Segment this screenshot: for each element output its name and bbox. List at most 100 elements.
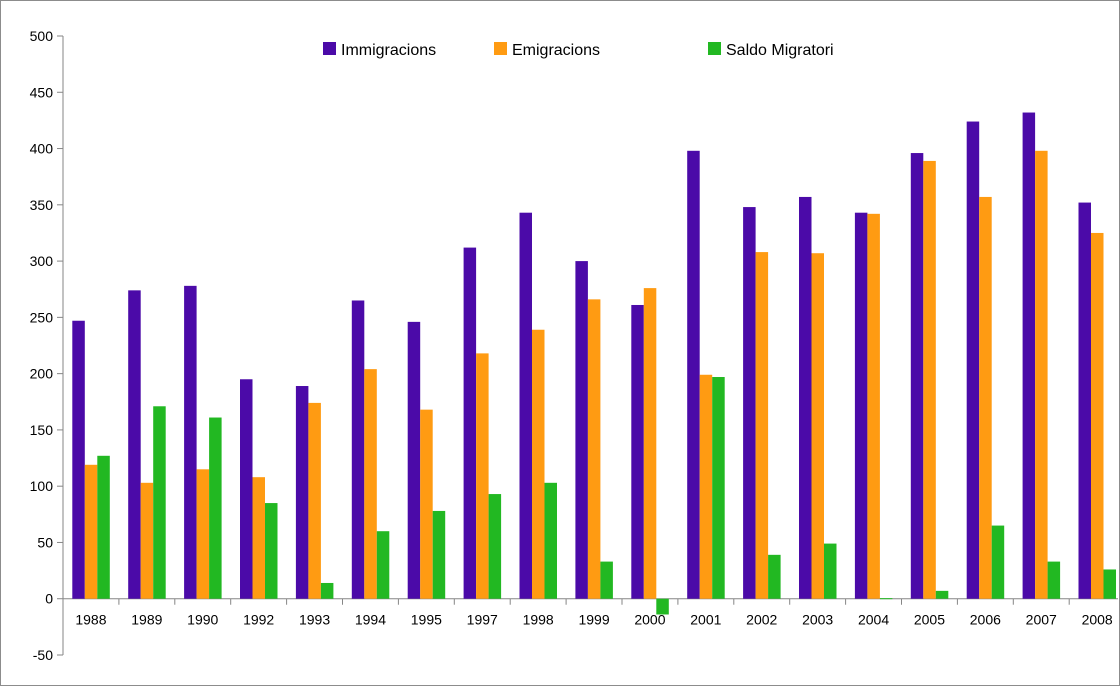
- x-tick-label: 2006: [970, 612, 1001, 628]
- x-tick-label: 1995: [411, 612, 442, 628]
- bar-saldo-migratori: [209, 417, 222, 599]
- y-tick-label: 350: [30, 197, 54, 213]
- bar-saldo-migratori: [768, 554, 781, 599]
- bar-immigracions: [966, 121, 980, 599]
- bar-emigracions: [476, 353, 489, 599]
- bar-immigracions: [910, 153, 924, 599]
- y-tick-label: 250: [30, 309, 54, 325]
- x-tick-label: 2005: [914, 612, 945, 628]
- bars: [72, 112, 1116, 615]
- bar-saldo-migratori: [600, 561, 613, 599]
- legend-label-saldo-migratori: Saldo Migratori: [726, 42, 834, 59]
- x-tick-label: 2000: [634, 612, 665, 628]
- bar-saldo-migratori: [376, 531, 390, 599]
- y-tick-label: 500: [30, 28, 54, 44]
- x-tick-label: 1998: [523, 612, 554, 628]
- bar-immigracions: [575, 261, 588, 599]
- bar-emigracions: [308, 402, 321, 599]
- bar-immigracions: [351, 300, 365, 599]
- x-tick-label: 2008: [1082, 612, 1113, 628]
- x-tick-label: 1988: [75, 612, 106, 628]
- x-axis-ticks: 1988 1989 1990 1992 1993 1994 1995 1997 1998 1999…: [75, 598, 1113, 628]
- x-tick-label: 1999: [578, 612, 609, 628]
- x-tick-label: 1997: [467, 612, 498, 628]
- bar-saldo-migratori: [97, 455, 110, 599]
- bar-immigracions: [463, 247, 477, 599]
- x-tick-label: 2002: [746, 612, 777, 628]
- x-tick-label: 1993: [299, 612, 330, 628]
- bar-saldo-migratori: [488, 494, 502, 599]
- bar-emigracions: [867, 213, 880, 599]
- y-tick-label: 200: [30, 366, 54, 382]
- x-tick-label: 1990: [187, 612, 218, 628]
- bar-immigracions: [1078, 202, 1091, 599]
- legend-swatch-saldo-migratori: [708, 42, 721, 55]
- bar-immigracions: [240, 379, 253, 599]
- bar-immigracions: [295, 386, 309, 599]
- bar-immigracions: [407, 321, 421, 599]
- bar-saldo-migratori: [432, 510, 446, 599]
- bar-saldo-migratori: [824, 543, 837, 599]
- legend-swatch-emigracions: [494, 42, 507, 55]
- bar-emigracions: [196, 469, 210, 599]
- bar-immigracions: [128, 290, 141, 599]
- bar-emigracions: [252, 477, 265, 599]
- legend-swatch-immigracions: [323, 42, 336, 55]
- bar-immigracions: [631, 304, 644, 599]
- bar-emigracions: [979, 196, 992, 599]
- bar-immigracions: [854, 212, 868, 599]
- bar-emigracions: [1035, 150, 1048, 599]
- bar-emigracions: [811, 253, 824, 599]
- bar-saldo-migratori: [153, 406, 166, 599]
- bar-emigracions: [643, 288, 657, 599]
- y-tick-label: 450: [30, 84, 54, 100]
- legend-label-immigracions: Immigracions: [341, 42, 436, 59]
- bar-emigracions: [1091, 232, 1104, 599]
- bar-saldo-migratori: [265, 503, 278, 599]
- bar-saldo-migratori: [1047, 561, 1061, 599]
- bar-emigracions: [84, 464, 98, 599]
- legend-label-emigracions: Emigracions: [512, 42, 600, 59]
- y-tick-label: -50: [33, 647, 53, 663]
- bar-emigracions: [364, 369, 377, 599]
- x-tick-label: 2004: [858, 612, 889, 628]
- bar-emigracions: [140, 482, 154, 599]
- bar-emigracions: [699, 374, 713, 599]
- y-tick-label: 0: [45, 591, 53, 607]
- y-tick-label: 300: [30, 253, 54, 269]
- bar-emigracions: [420, 409, 433, 599]
- x-tick-label: 2003: [802, 612, 833, 628]
- bar-immigracions: [184, 285, 197, 599]
- x-tick-label: 1989: [131, 612, 162, 628]
- bar-saldo-migratori: [320, 582, 334, 599]
- bar-immigracions: [1022, 112, 1036, 599]
- bar-saldo-migratori: [991, 525, 1005, 599]
- bar-saldo-migratori: [879, 598, 893, 600]
- y-tick-label: 400: [30, 141, 54, 157]
- x-tick-label: 2001: [690, 612, 721, 628]
- bar-immigracions: [519, 212, 532, 599]
- y-tick-label: 50: [37, 534, 53, 550]
- bar-saldo-migratori: [544, 482, 557, 599]
- legend: Immigracions Emigracions Saldo Migratori: [323, 42, 834, 59]
- x-tick-label: 1992: [243, 612, 274, 628]
- bar-immigracions: [743, 207, 756, 599]
- bar-saldo-migratori: [712, 377, 725, 599]
- bar-immigracions: [687, 150, 700, 599]
- bar-emigracions: [587, 299, 601, 599]
- bar-saldo-migratori: [1103, 569, 1116, 599]
- y-tick-label: 150: [30, 422, 54, 438]
- bar-immigracions: [72, 320, 85, 599]
- bar-emigracions: [532, 329, 545, 599]
- bar-saldo-migratori: [935, 590, 949, 599]
- x-tick-label: 1994: [355, 612, 386, 628]
- x-tick-label: 2007: [1026, 612, 1057, 628]
- bar-emigracions: [923, 160, 936, 599]
- bar-immigracions: [799, 196, 812, 599]
- bar-saldo-migratori: [656, 598, 669, 615]
- y-tick-label: 100: [30, 478, 54, 494]
- bar-emigracions: [755, 252, 769, 599]
